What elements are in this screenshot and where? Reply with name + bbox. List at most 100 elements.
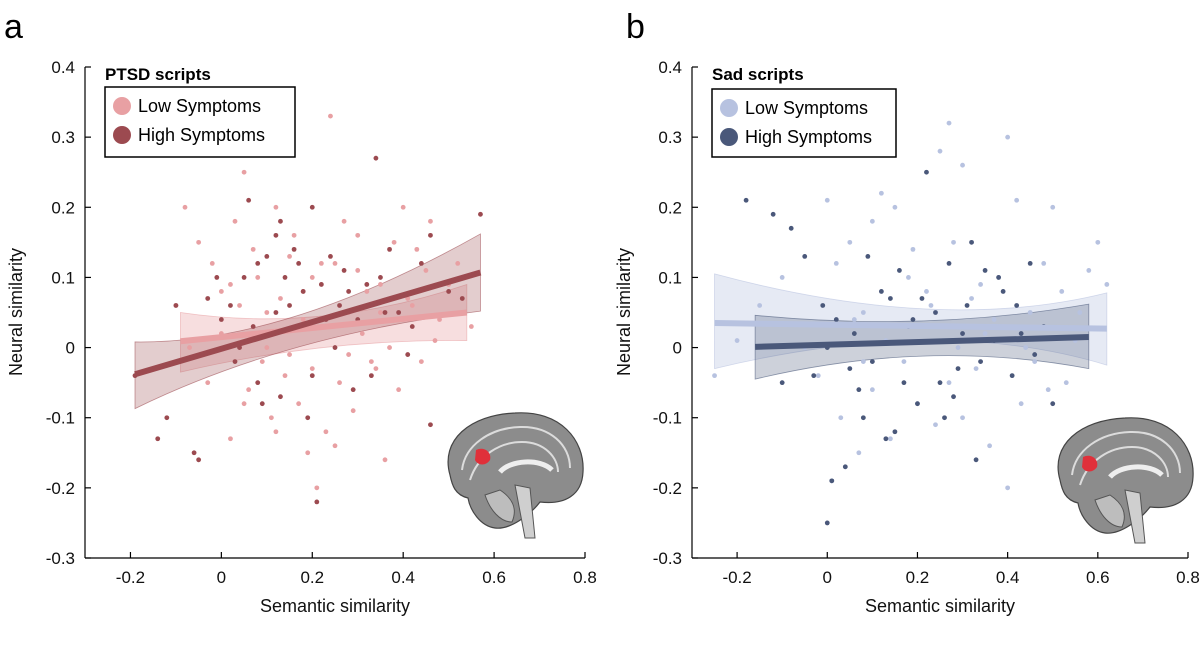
- data-point-low-a: [241, 401, 247, 407]
- x-axis-label-b: Semantic similarity: [865, 596, 1015, 616]
- x-tick-label-a: 0.4: [391, 568, 415, 587]
- data-point-low-b: [712, 373, 717, 379]
- data-point-low-a: [309, 275, 315, 280]
- data-point-low-b: [901, 359, 907, 364]
- panel-letter-a: a: [4, 8, 23, 46]
- x-tick-label-b: 0: [823, 568, 832, 587]
- data-point-high-a: [164, 415, 170, 421]
- data-point-high-b: [1009, 373, 1015, 379]
- data-point-low-a: [355, 268, 361, 273]
- data-point-high-b: [802, 253, 808, 259]
- data-point-low-a: [396, 387, 402, 393]
- data-point-high-b: [892, 429, 898, 435]
- data-point-low-a: [268, 415, 274, 421]
- y-tick-label-b: -0.2: [653, 479, 682, 498]
- data-point-high-a: [409, 324, 415, 329]
- data-point-low-a: [346, 352, 352, 357]
- data-point-low-a: [259, 359, 265, 364]
- data-point-high-a: [318, 282, 324, 287]
- data-point-high-a: [428, 232, 433, 238]
- fit-line-low-b: [714, 320, 1107, 332]
- data-point-high-a: [296, 261, 302, 266]
- x-tick-label-b: 0.8: [1176, 568, 1200, 587]
- data-point-high-b: [811, 373, 817, 379]
- data-point-high-b: [978, 359, 983, 364]
- data-point-low-b: [1018, 401, 1024, 407]
- x-tick-label-a: 0.2: [300, 568, 324, 587]
- data-point-high-b: [901, 380, 907, 386]
- data-point-high-a: [309, 373, 315, 379]
- data-point-low-b: [851, 317, 857, 322]
- data-point-low-b: [734, 338, 740, 343]
- legend-title-a: PTSD scripts: [105, 65, 211, 84]
- panel-letter-b: b: [626, 8, 645, 46]
- data-point-high-b: [1018, 331, 1024, 336]
- data-point-high-a: [300, 289, 306, 294]
- data-point-low-b: [1050, 204, 1056, 210]
- data-point-low-b: [987, 443, 992, 449]
- data-point-low-a: [391, 239, 397, 245]
- x-tick-label-a: 0: [217, 568, 226, 587]
- x-tick-label-b: 0.6: [1086, 568, 1110, 587]
- data-point-low-a: [364, 289, 370, 294]
- legend-marker-high-b: [720, 128, 738, 146]
- data-point-high-b: [883, 436, 889, 442]
- panel-b: b -0.2 0 0.2 0.4 0.6 0.8 -0.3 -0.2 -0.1 0 0.1 0.2 0.…: [614, 8, 1200, 616]
- data-point-low-b: [878, 190, 884, 196]
- data-point-high-a: [246, 197, 252, 203]
- data-point-high-a: [273, 310, 279, 315]
- data-point-high-a: [305, 415, 311, 421]
- data-point-high-b: [824, 520, 830, 526]
- y-tick-label-b: 0.3: [658, 128, 682, 147]
- data-point-low-a: [409, 303, 415, 308]
- data-point-high-a: [337, 303, 342, 308]
- data-point-low-b: [951, 239, 956, 245]
- x-tick-label-a: -0.2: [116, 568, 145, 587]
- data-point-low-a: [355, 232, 361, 238]
- data-point-low-b: [888, 436, 893, 442]
- data-point-high-b: [1050, 401, 1056, 407]
- data-point-high-b: [996, 275, 1002, 280]
- legend-marker-low-a: [113, 97, 131, 115]
- data-point-low-a: [218, 289, 224, 294]
- data-point-low-a: [264, 345, 270, 350]
- data-point-high-a: [309, 204, 315, 210]
- data-point-low-b: [1059, 289, 1065, 294]
- y-tick-label-a: 0.1: [51, 268, 75, 287]
- data-point-high-b: [946, 261, 952, 266]
- data-point-high-b: [833, 317, 839, 322]
- y-tick-label-b: 0.4: [658, 58, 682, 77]
- data-point-low-b: [910, 246, 916, 252]
- data-point-low-b: [860, 359, 866, 364]
- data-point-high-a: [428, 422, 433, 428]
- data-point-high-a: [191, 450, 197, 456]
- data-point-high-b: [951, 394, 956, 400]
- data-point-low-a: [359, 331, 365, 336]
- data-point-high-b: [847, 366, 853, 372]
- data-point-high-b: [919, 296, 925, 301]
- fit-line-high-b: [755, 334, 1089, 350]
- data-point-high-b: [788, 225, 794, 231]
- data-point-low-b: [946, 120, 952, 126]
- data-point-high-b: [878, 289, 884, 294]
- data-point-low-b: [1032, 359, 1038, 364]
- data-point-low-a: [273, 429, 279, 435]
- data-point-high-b: [933, 310, 938, 315]
- data-point-high-b: [888, 296, 893, 301]
- data-point-high-b: [964, 303, 970, 308]
- data-point-low-b: [978, 282, 983, 287]
- data-point-low-a: [255, 275, 261, 280]
- data-point-high-a: [255, 261, 261, 266]
- data-point-low-b: [969, 296, 974, 301]
- y-tick-label-a: 0.2: [51, 198, 75, 217]
- data-point-low-a: [418, 359, 424, 364]
- data-point-low-a: [187, 345, 192, 350]
- data-point-high-a: [332, 345, 338, 350]
- legend-label-high-a: High Symptoms: [138, 125, 265, 145]
- data-point-low-a: [432, 338, 438, 343]
- data-point-low-a: [318, 261, 324, 266]
- y-tick-label-a: 0: [66, 339, 75, 358]
- data-point-low-a: [414, 246, 420, 252]
- data-point-low-b: [1023, 345, 1029, 350]
